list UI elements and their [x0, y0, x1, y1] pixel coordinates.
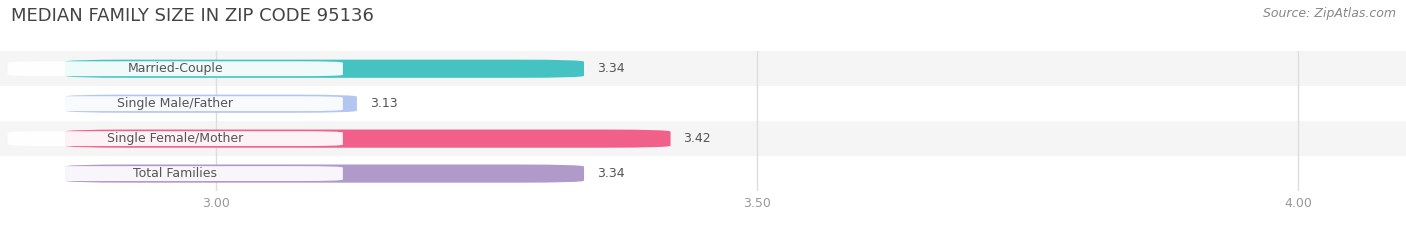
Text: 3.34: 3.34 [598, 62, 624, 75]
Text: Total Families: Total Families [134, 167, 217, 180]
Text: Source: ZipAtlas.com: Source: ZipAtlas.com [1263, 7, 1396, 20]
FancyBboxPatch shape [7, 96, 343, 111]
Text: 3.34: 3.34 [598, 167, 624, 180]
Bar [0, 121, 1406, 156]
Text: MEDIAN FAMILY SIZE IN ZIP CODE 95136: MEDIAN FAMILY SIZE IN ZIP CODE 95136 [11, 7, 374, 25]
Text: Single Female/Mother: Single Female/Mother [107, 132, 243, 145]
Text: 3.13: 3.13 [370, 97, 398, 110]
Text: 3.42: 3.42 [683, 132, 711, 145]
FancyBboxPatch shape [7, 166, 343, 181]
FancyBboxPatch shape [65, 95, 357, 113]
Text: Married-Couple: Married-Couple [128, 62, 224, 75]
FancyBboxPatch shape [65, 60, 583, 78]
Bar [0, 51, 1406, 86]
FancyBboxPatch shape [65, 164, 583, 183]
FancyBboxPatch shape [7, 131, 343, 146]
FancyBboxPatch shape [7, 61, 343, 76]
Bar [0, 156, 1406, 191]
Bar [0, 86, 1406, 121]
FancyBboxPatch shape [65, 130, 671, 148]
Text: Single Male/Father: Single Male/Father [117, 97, 233, 110]
